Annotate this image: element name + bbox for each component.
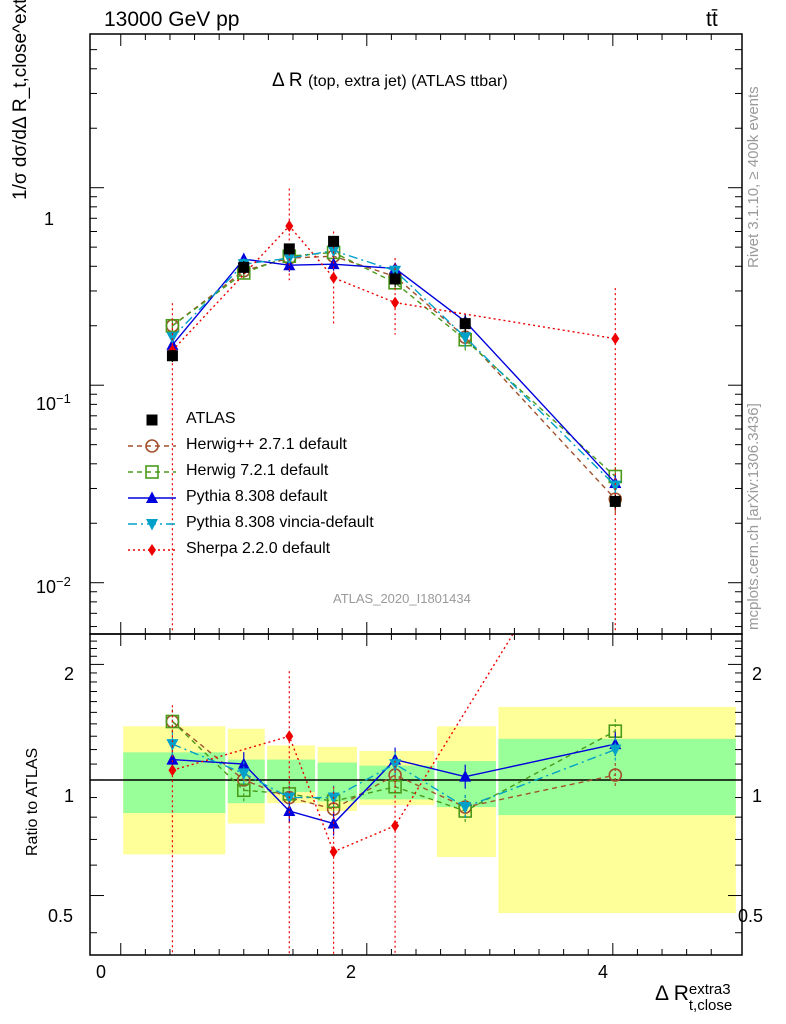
main-series-point (611, 332, 620, 345)
mcplots-label: mcplots.cern.ch [arXiv:1306.3436] (745, 403, 762, 630)
main-series-point (389, 265, 402, 278)
ratio-series-point (166, 739, 179, 751)
main-series-point (329, 271, 338, 284)
chart-title-main: Δ R (272, 70, 303, 91)
process-label: tt̄ (706, 8, 718, 31)
main-series-point (285, 219, 294, 232)
ratio-ytick-label-right: 0.5 (738, 906, 764, 926)
xtick-label: 0 (96, 962, 107, 982)
ratio-series-point (609, 744, 622, 757)
legend-label: Herwig++ 2.7.1 default (186, 436, 347, 453)
ratio-series-point (389, 759, 402, 771)
data-point (389, 273, 401, 285)
ratio-series-point (283, 804, 296, 817)
energy-label: 13000 GeV pp (104, 8, 240, 31)
ratio-uncertainty-bands (123, 706, 736, 914)
data-point (328, 235, 340, 247)
main-ytick-label: 10−1 (36, 391, 71, 414)
ratio-ytick-label: 1 (64, 786, 75, 806)
ratio-ytick-label: 0.5 (48, 906, 74, 926)
ratio-series-group (165, 634, 623, 955)
main-ytick-label: 10−2 (36, 574, 71, 597)
legend (128, 414, 176, 556)
chart-title-rest: (top, extra jet) (ATLAS ttbar) (307, 73, 508, 90)
ratio-series-point (285, 730, 294, 743)
ratio-ytick-label: 2 (64, 664, 75, 684)
ratio-series-point (329, 845, 338, 858)
legend-symbol (145, 439, 159, 453)
xtick-label: 4 (598, 962, 609, 982)
analysis-id: ATLAS_2020_I1801434 (333, 591, 471, 606)
legend-label: Pythia 8.308 vincia-default (186, 514, 374, 531)
ratio-series-point (459, 802, 472, 814)
ratio-series-point (166, 753, 179, 765)
data-point (166, 350, 178, 362)
rivet-label: Rivet 3.1.10, ≥ 400k events (745, 86, 762, 268)
ratio-series-point (608, 768, 623, 782)
axis-ticks (90, 33, 742, 955)
legend-label: Herwig 7.2.1 default (186, 462, 329, 479)
data-point (459, 318, 471, 330)
ratio-band-green (359, 765, 435, 800)
main-series-point (609, 480, 622, 493)
x-axis-label-main: Δ R (655, 982, 689, 1005)
main-series-point (459, 332, 472, 344)
data-point (283, 243, 295, 255)
main-y-axis-label: 1/σ dσ/dΔ R_t,close^extra3 (10, 0, 31, 200)
main-ytick-label: 1 (44, 209, 55, 229)
legend-label-data: ATLAS (186, 410, 236, 427)
ratio-series-point (391, 819, 400, 832)
legend-symbol (146, 519, 158, 531)
ratio-ytick-label-right: 2 (752, 664, 763, 684)
legend-label: Sherpa 2.2.0 default (186, 540, 331, 557)
data-point (609, 495, 621, 507)
ratio-y-axis-label: Ratio to ATLAS (24, 747, 41, 856)
main-series-point (391, 296, 400, 309)
xtick-label: 2 (346, 962, 357, 982)
x-axis-label-sup: extra3 (688, 981, 731, 998)
ratio-series-point (459, 770, 472, 782)
legend-symbol-data (146, 414, 158, 426)
legend-label: Pythia 8.308 default (186, 488, 328, 505)
legend-symbol (145, 465, 159, 479)
ratio-series-point (237, 768, 250, 780)
ratio-band-green (267, 759, 316, 793)
main-series-point (166, 332, 179, 344)
ratio-series-point (283, 792, 296, 805)
x-axis-label-sub: t,close (688, 997, 733, 1014)
legend-symbol (148, 544, 156, 556)
main-series-point (327, 245, 340, 258)
main-series-group (165, 188, 623, 634)
data-point (238, 261, 250, 273)
chart-title: Δ R (top, extra jet) (ATLAS ttbar) (272, 70, 508, 92)
ratio-series-point (168, 764, 177, 777)
ratio-ytick-label-right: 1 (752, 786, 763, 806)
legend-symbol (146, 491, 158, 503)
